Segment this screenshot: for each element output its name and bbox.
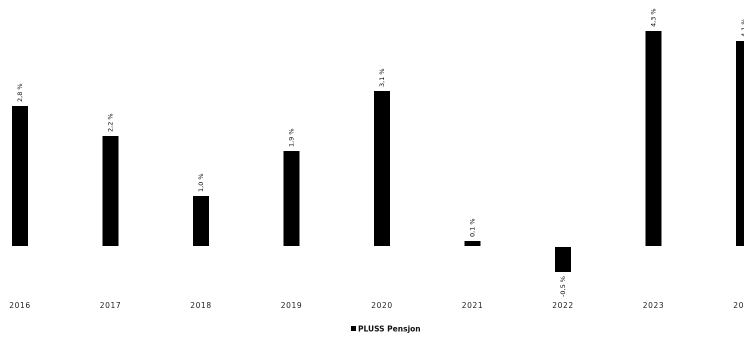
data-label-2022: -0,5 % [559,276,567,297]
data-labels-group: 2,8 % 2,2 % 1,0 % 1,9 % 3,1 % 0,1 % -0,5 % 4,3 … [16,8,744,297]
x-tick-2020: 2020 [371,301,393,310]
x-tick-2021: 2021 [462,301,484,310]
x-axis-tick-labels: 2016 2017 2018 2019 2020 2021 2022 2023 2024 [9,301,744,310]
bar-2021 [464,241,481,246]
data-label-2020: 3,1 % [378,68,386,87]
bar-2019 [283,151,300,246]
data-label-2017: 2,2 % [107,113,115,132]
x-tick-2019: 2019 [281,301,303,310]
x-tick-2017: 2017 [100,301,122,310]
x-tick-2024: 2024 [733,301,744,310]
legend-label: PLUSS Pensjon [358,325,421,334]
x-tick-2018: 2018 [190,301,212,310]
x-tick-2016: 2016 [9,301,31,310]
data-label-2018: 1,0 % [197,173,205,192]
data-label-2021: 0,1 % [469,218,477,237]
bar-2023 [645,31,662,246]
bar-2018 [193,196,209,246]
data-label-2024: 4,1 % [740,18,744,37]
x-tick-2023: 2023 [643,301,665,310]
data-label-2019: 1,9 % [288,128,296,147]
bar-2022 [555,247,571,272]
x-tick-2022: 2022 [552,301,574,310]
bar-2017 [102,136,119,246]
bar-2016 [12,106,28,246]
data-label-2016: 2,8 % [16,83,24,102]
data-label-2023: 4,3 % [650,8,658,27]
bar-2024 [736,41,744,246]
bars-group [12,31,744,272]
legend-swatch [351,326,356,331]
legend: PLUSS Pensjon [351,325,421,334]
bar-2020 [374,91,390,246]
